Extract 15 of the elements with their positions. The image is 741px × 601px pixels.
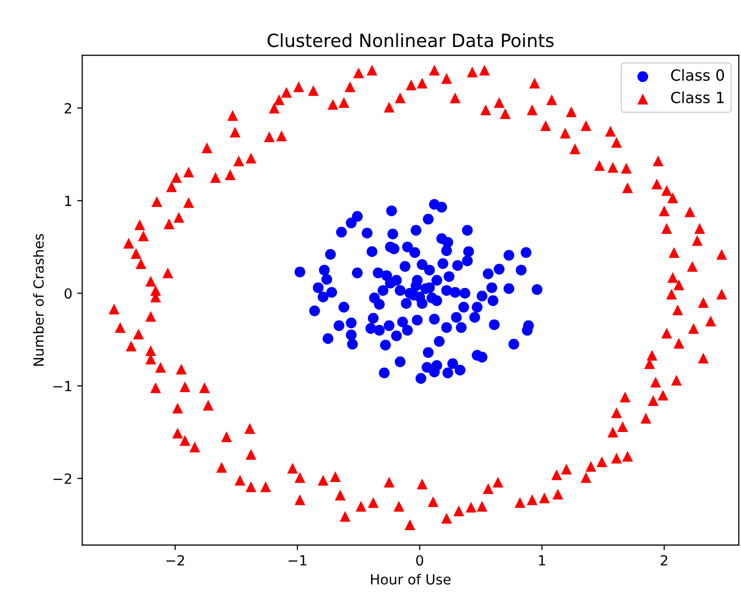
legend-label: Class 0 xyxy=(671,69,724,81)
x-tick-label: −2 xyxy=(166,555,184,566)
legend-label: Class 1 xyxy=(671,91,724,104)
x-tick-label: 2 xyxy=(660,555,668,566)
x-tick-label: 0 xyxy=(416,555,424,566)
x-axis-title: Hour of Use xyxy=(371,574,451,585)
y-tick-label: −1 xyxy=(54,381,72,392)
y-tick-label: 2 xyxy=(64,103,72,114)
y-tick-label: 1 xyxy=(65,196,72,206)
y-axis-title: Number of Crashes xyxy=(33,234,44,366)
x-tick-label: −1 xyxy=(288,555,306,566)
y-tick-label: 0 xyxy=(64,288,72,299)
x-tick-label: 1 xyxy=(539,555,546,566)
chart-title: Clustered Nonlinear Data Points xyxy=(268,33,554,48)
y-tick-label: −2 xyxy=(54,473,72,484)
